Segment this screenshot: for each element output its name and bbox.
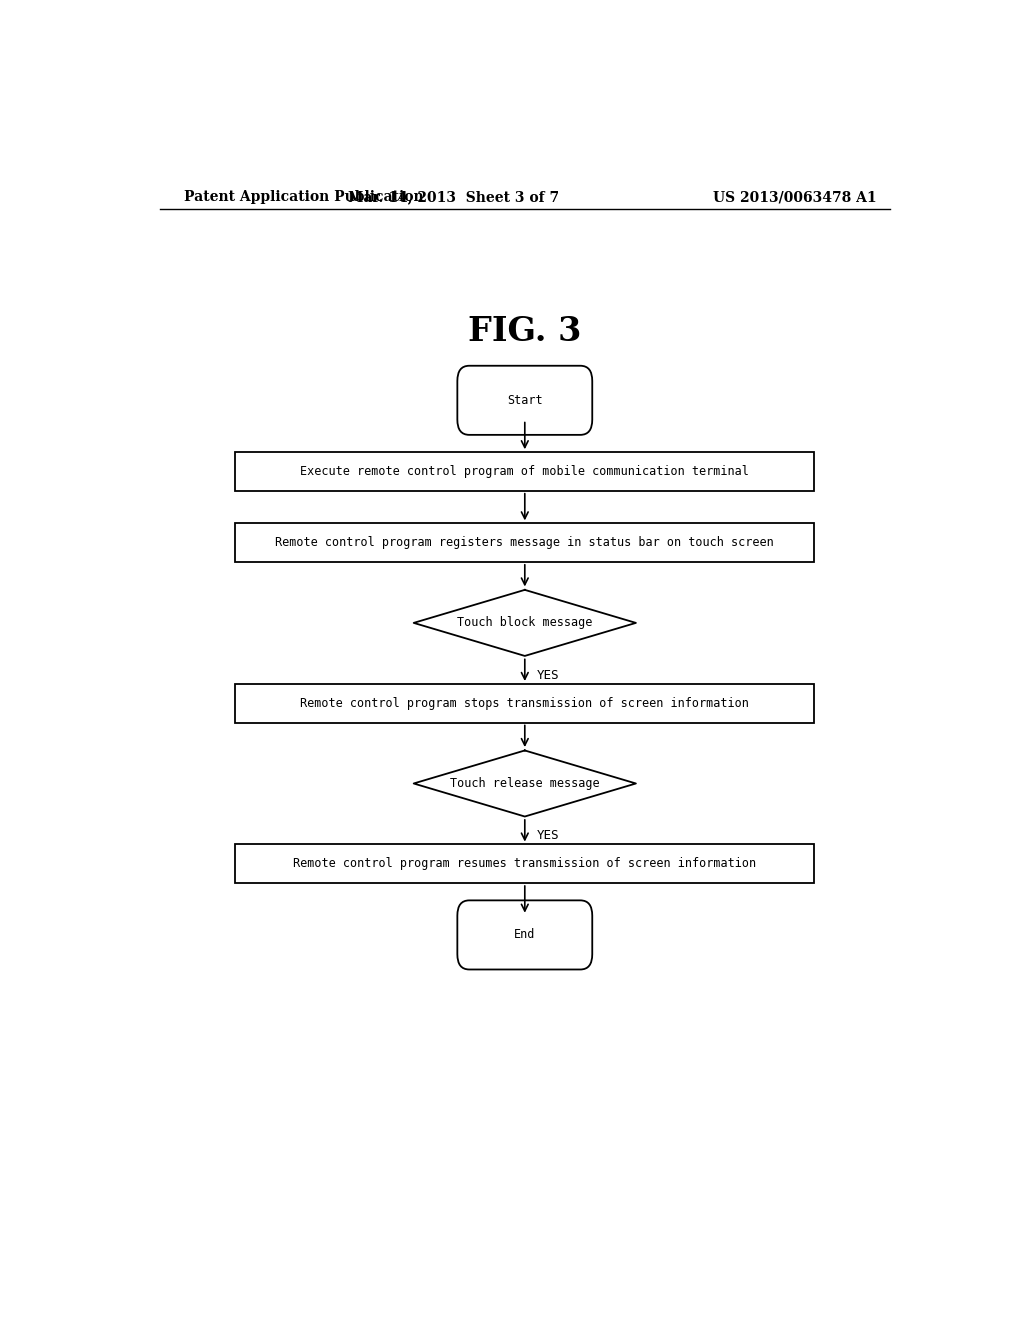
Text: YES: YES — [537, 669, 559, 681]
Text: YES: YES — [537, 829, 559, 842]
Text: Patent Application Publication: Patent Application Publication — [183, 190, 423, 205]
Bar — [236, 453, 814, 491]
Text: Execute remote control program of mobile communication terminal: Execute remote control program of mobile… — [300, 465, 750, 478]
Text: Touch release message: Touch release message — [450, 777, 600, 789]
Text: Remote control program stops transmission of screen information: Remote control program stops transmissio… — [300, 697, 750, 710]
Bar — [236, 845, 814, 883]
Bar — [236, 523, 814, 562]
Text: Mar. 14, 2013  Sheet 3 of 7: Mar. 14, 2013 Sheet 3 of 7 — [348, 190, 559, 205]
Text: US 2013/0063478 A1: US 2013/0063478 A1 — [713, 190, 877, 205]
Bar — [236, 684, 814, 722]
Text: Start: Start — [507, 393, 543, 407]
Text: End: End — [514, 928, 536, 941]
FancyBboxPatch shape — [458, 366, 592, 434]
Text: Touch block message: Touch block message — [457, 616, 593, 630]
FancyBboxPatch shape — [458, 900, 592, 969]
Text: Remote control program registers message in status bar on touch screen: Remote control program registers message… — [275, 536, 774, 549]
Text: FIG. 3: FIG. 3 — [468, 314, 582, 347]
Text: Remote control program resumes transmission of screen information: Remote control program resumes transmiss… — [293, 857, 757, 870]
